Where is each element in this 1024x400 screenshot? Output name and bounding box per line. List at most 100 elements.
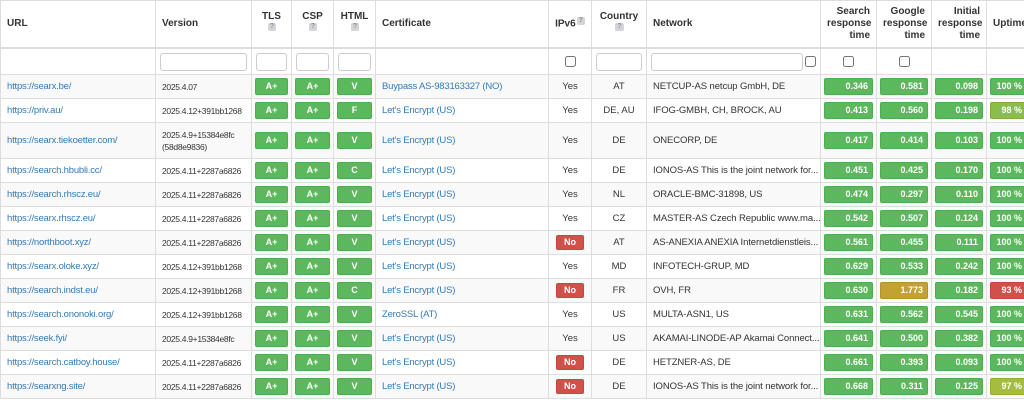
network-cell: ORACLE-BMC-31898, US [646,182,821,207]
column-header-search-response-time[interactable]: Search response time [820,0,877,49]
google-response-time-badge: 0.581 [880,78,928,95]
instance-url-link[interactable]: https://priv.au/ [7,104,63,116]
certificate-link[interactable]: Let's Encrypt (US) [382,380,456,392]
certificate-link[interactable]: Let's Encrypt (US) [382,212,456,224]
html-filter-input[interactable] [338,53,371,71]
google-response-time-badge: 0.500 [880,330,928,347]
csp-grade-badge: A+ [295,378,330,395]
ipv6-value: No [556,235,584,250]
instance-url-link[interactable]: https://searxng.site/ [7,380,86,392]
help-icon: ? [308,23,318,32]
instance-url-link[interactable]: https://northboot.xyz/ [7,236,91,248]
column-header-google-response-time[interactable]: Google response time [876,0,932,49]
network-cell: NETCUP-AS netcup GmbH, DE [646,74,821,99]
csp-grade-badge: A+ [295,102,330,119]
column-header-network[interactable]: Network [646,0,821,49]
url-filter-cell [0,47,156,75]
certificate-link[interactable]: Let's Encrypt (US) [382,164,456,176]
country-filter-input[interactable] [596,53,642,71]
table-row: https://searx.be/ 2025.4.07 A+ A+ V Buyp… [0,74,1024,99]
csp-filter-input[interactable] [296,53,329,71]
ipv6-cell: No [548,350,592,375]
instance-url-link[interactable]: https://searx.oloke.xyz/ [7,260,99,272]
column-header-ipv6[interactable]: IPv6? [548,0,592,49]
certificate-link[interactable]: Let's Encrypt (US) [382,332,456,344]
google-response-time-badge: 0.297 [880,186,928,203]
column-header-country[interactable]: Country? [591,0,647,49]
column-header-certificate[interactable]: Certificate [375,0,549,49]
certificate-link[interactable]: Let's Encrypt (US) [382,236,456,248]
csp-grade-badge: A+ [295,186,330,203]
ipv6-filter-checkbox[interactable] [564,55,576,67]
column-header-uptime[interactable]: Uptime [986,0,1024,49]
tls-filter-input[interactable] [256,53,287,71]
google-response-time-badge: 0.562 [880,306,928,323]
instance-url-link[interactable]: https://search.catboy.house/ [7,356,120,368]
network-filter-input[interactable] [651,52,803,71]
ipv6-cell: Yes [548,98,592,123]
search-response-time-badge: 0.413 [824,102,873,119]
filter-row [0,47,1024,75]
search-response-time-badge: 0.629 [824,258,873,275]
table-row: https://searx.rhscz.eu/ 2025.4.11+2287a6… [0,206,1024,231]
column-header-tls[interactable]: TLS? [251,0,292,49]
csp-grade-badge: A+ [295,258,330,275]
search-response-time-badge: 0.641 [824,330,873,347]
tls-grade-badge: A+ [255,258,288,275]
instance-url-link[interactable]: https://search.rhscz.eu/ [7,188,101,200]
table-row: https://seek.fyi/ 2025.4.9+15384e8fc A+ … [0,326,1024,351]
instance-url-link[interactable]: https://searx.be/ [7,80,72,92]
column-header-initial-response-time[interactable]: Initial response time [931,0,987,49]
version-cell: 2025.4.12+391bb1268 [155,278,252,303]
certificate-link[interactable]: Let's Encrypt (US) [382,134,456,146]
certificate-link[interactable]: Let's Encrypt (US) [382,284,456,296]
ipv6-value: Yes [562,164,578,176]
ipv6-value: Yes [562,104,578,116]
version-cell: 2025.4.11+2287a6826 [155,158,252,183]
uptime-badge: 100 % [990,78,1024,95]
certificate-link[interactable]: Let's Encrypt (US) [382,356,456,368]
certificate-link[interactable]: Let's Encrypt (US) [382,188,456,200]
google-response-time-badge: 0.425 [880,162,928,179]
google-time-filter-checkbox[interactable] [898,55,910,67]
csp-grade-badge: A+ [295,132,330,149]
country-cell: FR [591,278,647,303]
uptime-badge: 93 % [990,282,1024,299]
search-response-time-badge: 0.542 [824,210,873,227]
instance-url-link[interactable]: https://search.hbubli.cc/ [7,164,102,176]
search-response-time-badge: 0.661 [824,354,873,371]
column-header-url[interactable]: URL [0,0,156,49]
table-row: https://search.rhscz.eu/ 2025.4.11+2287a… [0,182,1024,207]
country-cell: NL [591,182,647,207]
search-response-time-badge: 0.631 [824,306,873,323]
certificate-link[interactable]: Let's Encrypt (US) [382,104,456,116]
certificate-link[interactable]: Buypass AS-983163327 (NO) [382,80,503,92]
instance-url-link[interactable]: https://search.ononoki.org/ [7,308,114,320]
ipv6-value: No [556,355,584,370]
version-cell: 2025.4.9+15384e8fc (58d8e9836) [155,122,252,159]
ipv6-cell: No [548,374,592,399]
table-row: https://search.ononoki.org/ 2025.4.12+39… [0,302,1024,327]
version-cell: 2025.4.12+391bb1268 [155,98,252,123]
network-filter-checkbox[interactable] [805,56,816,67]
certificate-link[interactable]: Let's Encrypt (US) [382,260,456,272]
search-time-filter-checkbox[interactable] [843,55,854,67]
html-grade-badge: F [337,102,372,119]
uptime-badge: 100 % [990,186,1024,203]
ipv6-cell: Yes [548,206,592,231]
column-header-csp[interactable]: CSP? [291,0,334,49]
table-body: https://searx.be/ 2025.4.07 A+ A+ V Buyp… [0,74,1024,399]
instance-url-link[interactable]: https://searx.tiekoetter.com/ [7,134,118,146]
ipv6-cell: Yes [548,122,592,159]
ipv6-cell: Yes [548,254,592,279]
column-header-version[interactable]: Version [155,0,252,49]
instance-url-link[interactable]: https://seek.fyi/ [7,332,67,344]
instance-url-link[interactable]: https://search.indst.eu/ [7,284,98,296]
ipv6-value: Yes [562,308,578,320]
instance-url-link[interactable]: https://searx.rhscz.eu/ [7,212,96,224]
column-header-html[interactable]: HTML? [333,0,376,49]
version-cell: 2025.4.11+2287a6826 [155,206,252,231]
version-filter-input[interactable] [160,53,247,71]
certificate-link[interactable]: ZeroSSL (AT) [382,308,438,320]
ipv6-value: No [556,283,584,298]
